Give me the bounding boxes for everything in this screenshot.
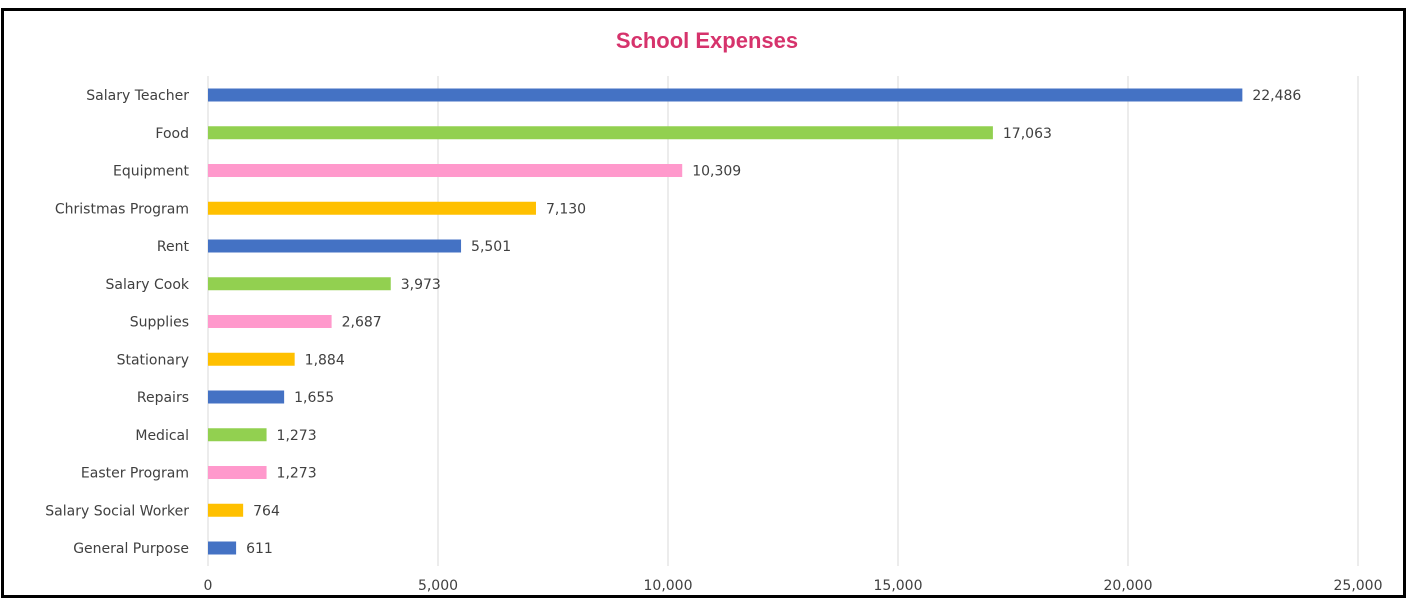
- bar: [208, 315, 332, 328]
- bar: [208, 201, 536, 215]
- bars: [208, 88, 1243, 555]
- category-label: Food: [155, 126, 189, 142]
- data-label: 2,687: [342, 315, 382, 331]
- category-label: General Purpose: [73, 541, 189, 557]
- category-label: Christmas Program: [55, 201, 189, 217]
- value-labels: 22,486 17,063 10,309 7,130 5,501 3,973 2,687 1,…: [246, 88, 1301, 557]
- data-label: 611: [246, 541, 273, 557]
- bar: [208, 466, 267, 479]
- category-label: Repairs: [137, 390, 189, 406]
- data-label: 764: [253, 503, 280, 519]
- chart-title: School Expenses: [616, 28, 798, 53]
- x-tick-label: 5,000: [418, 578, 458, 594]
- data-label: 1,273: [277, 466, 317, 482]
- bar: [208, 390, 285, 404]
- category-label: Stationary: [117, 352, 189, 368]
- category-label: Salary Social Worker: [45, 503, 189, 519]
- bar: [208, 277, 391, 291]
- category-label: Medical: [135, 428, 189, 444]
- data-label: 22,486: [1252, 88, 1301, 104]
- bar: [208, 88, 1243, 102]
- data-label: 7,130: [546, 201, 586, 217]
- x-tick-label: 25,000: [1334, 578, 1383, 594]
- data-label: 1,884: [305, 352, 345, 368]
- bar: [208, 541, 237, 555]
- category-label: Salary Teacher: [86, 88, 189, 104]
- x-tick-label: 0: [204, 578, 213, 594]
- data-label: 17,063: [1003, 126, 1052, 142]
- category-label: Easter Program: [81, 466, 189, 482]
- bar: [208, 428, 267, 442]
- category-label: Equipment: [113, 164, 190, 180]
- x-tick-label: 15,000: [874, 578, 923, 594]
- data-label: 3,973: [401, 277, 441, 293]
- x-tick-label: 20,000: [1104, 578, 1153, 594]
- bar: [208, 503, 244, 517]
- bar: [208, 126, 993, 140]
- data-label: 1,273: [277, 428, 317, 444]
- chart-frame: [1, 8, 1406, 598]
- bar: [208, 164, 683, 177]
- x-tick-label: 10,000: [644, 578, 693, 594]
- data-label: 5,501: [471, 239, 511, 255]
- bar: [208, 352, 295, 366]
- data-label: 1,655: [294, 390, 334, 406]
- category-label: Salary Cook: [106, 277, 190, 293]
- data-label: 10,309: [692, 164, 741, 180]
- category-label: Supplies: [130, 315, 189, 331]
- x-axis-ticks: 0 5,000 10,000 15,000 20,000 25,000: [204, 578, 1383, 594]
- category-label: Rent: [157, 239, 190, 255]
- category-labels: Salary Teacher Food Equipment Christmas Pro…: [45, 88, 190, 557]
- bar: [208, 239, 462, 253]
- gridlines: [207, 76, 1359, 566]
